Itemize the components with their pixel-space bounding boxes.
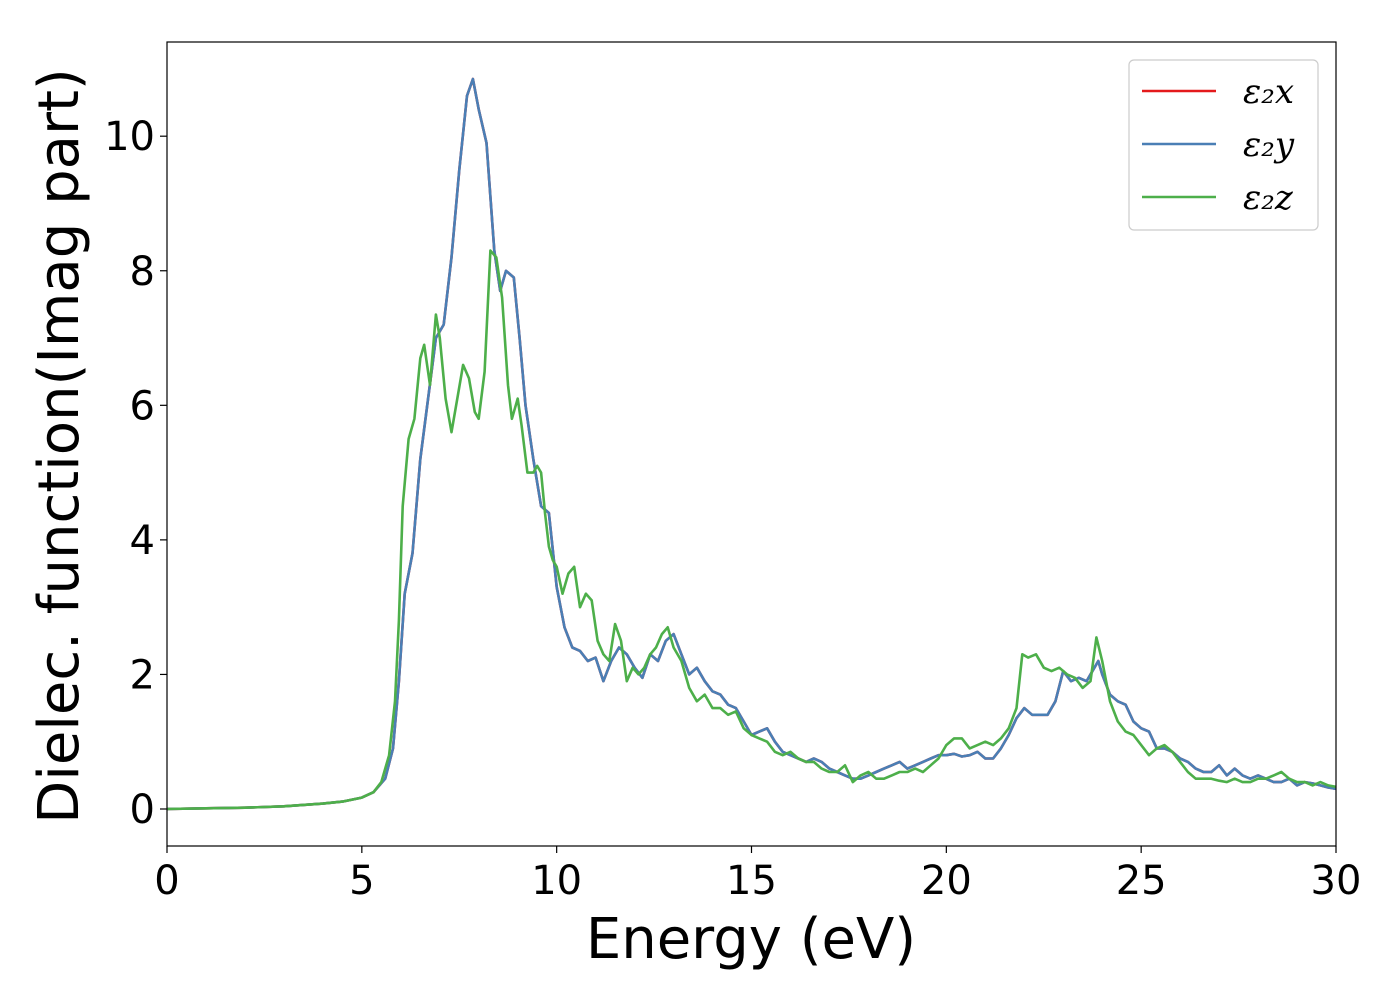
x-tick-label: 10	[531, 858, 582, 904]
y-axis-title: Dielec. function(Imag part)	[27, 68, 92, 824]
y-tick-label: 10	[104, 114, 155, 160]
y-tick-label: 6	[130, 383, 155, 429]
series-group	[167, 77, 1336, 811]
x-tick-label: 25	[1116, 858, 1167, 904]
y-tick-label: 8	[130, 249, 155, 295]
x-tick-label: 30	[1311, 858, 1362, 904]
x-tick-label: 20	[921, 858, 972, 904]
legend-label: ε₂x	[1243, 72, 1294, 112]
y-axis: 0 2 4 6 8 10	[104, 114, 167, 833]
x-axis: 0 5 10 15 20 25 30	[154, 846, 1361, 904]
legend-box	[1128, 59, 1319, 231]
x-tick-label: 0	[154, 858, 179, 904]
series-line-y	[167, 77, 1336, 811]
y-tick-label: 4	[130, 518, 155, 564]
y-tick-label: 0	[130, 787, 155, 833]
x-axis-title: Energy (eV)	[586, 907, 916, 972]
x-tick-label: 15	[726, 858, 777, 904]
series-line-z	[167, 249, 1336, 811]
legend-label: ε₂y	[1243, 125, 1295, 165]
legend: ε₂x ε₂y ε₂z	[1128, 59, 1319, 231]
x-tick-label: 5	[349, 858, 374, 904]
y-tick-label: 2	[130, 652, 155, 698]
legend-label: ε₂z	[1243, 178, 1294, 218]
